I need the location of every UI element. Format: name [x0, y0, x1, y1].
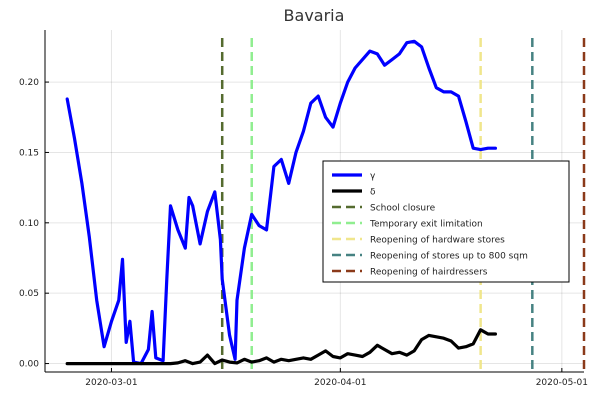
y-tick-label: 0.00 [19, 360, 39, 370]
legend-label: γ [370, 172, 376, 182]
legend-label: Reopening of hairdressers [370, 268, 488, 278]
series-line [65, 39, 497, 366]
y-tick-label: 0.20 [19, 78, 39, 88]
legend-label: Reopening of stores up to 800 sqm [370, 252, 528, 262]
x-tick-label: 2020-04-01 [314, 378, 366, 388]
legend-label: Reopening of hardware stores [370, 236, 505, 246]
x-ticks: 2020-03-01 2020-04-01 2020-05-01 [85, 368, 588, 388]
y-tick-label: 0.05 [19, 289, 39, 299]
x-tick-label: 2020-03-01 [85, 378, 137, 388]
y-tick-label: 0.15 [19, 148, 39, 158]
series-layer [65, 39, 497, 366]
y-ticks: 0.00 0.05 0.10 0.15 0.20 [19, 78, 49, 370]
series-line [65, 328, 497, 366]
chart-title: Bavaria [284, 6, 345, 25]
legend-box [322, 160, 570, 283]
legend-items: γδ School closure Temporary exit limitatio… [332, 172, 528, 278]
legend-label: Temporary exit limitation [369, 220, 483, 230]
legend-label: δ [370, 188, 376, 198]
legend: γδ School closure Temporary exit limitatio… [322, 160, 570, 283]
x-tick-label: 2020-05-01 [536, 378, 588, 388]
legend-label: School closure [370, 204, 436, 214]
y-tick-label: 0.10 [19, 219, 39, 229]
